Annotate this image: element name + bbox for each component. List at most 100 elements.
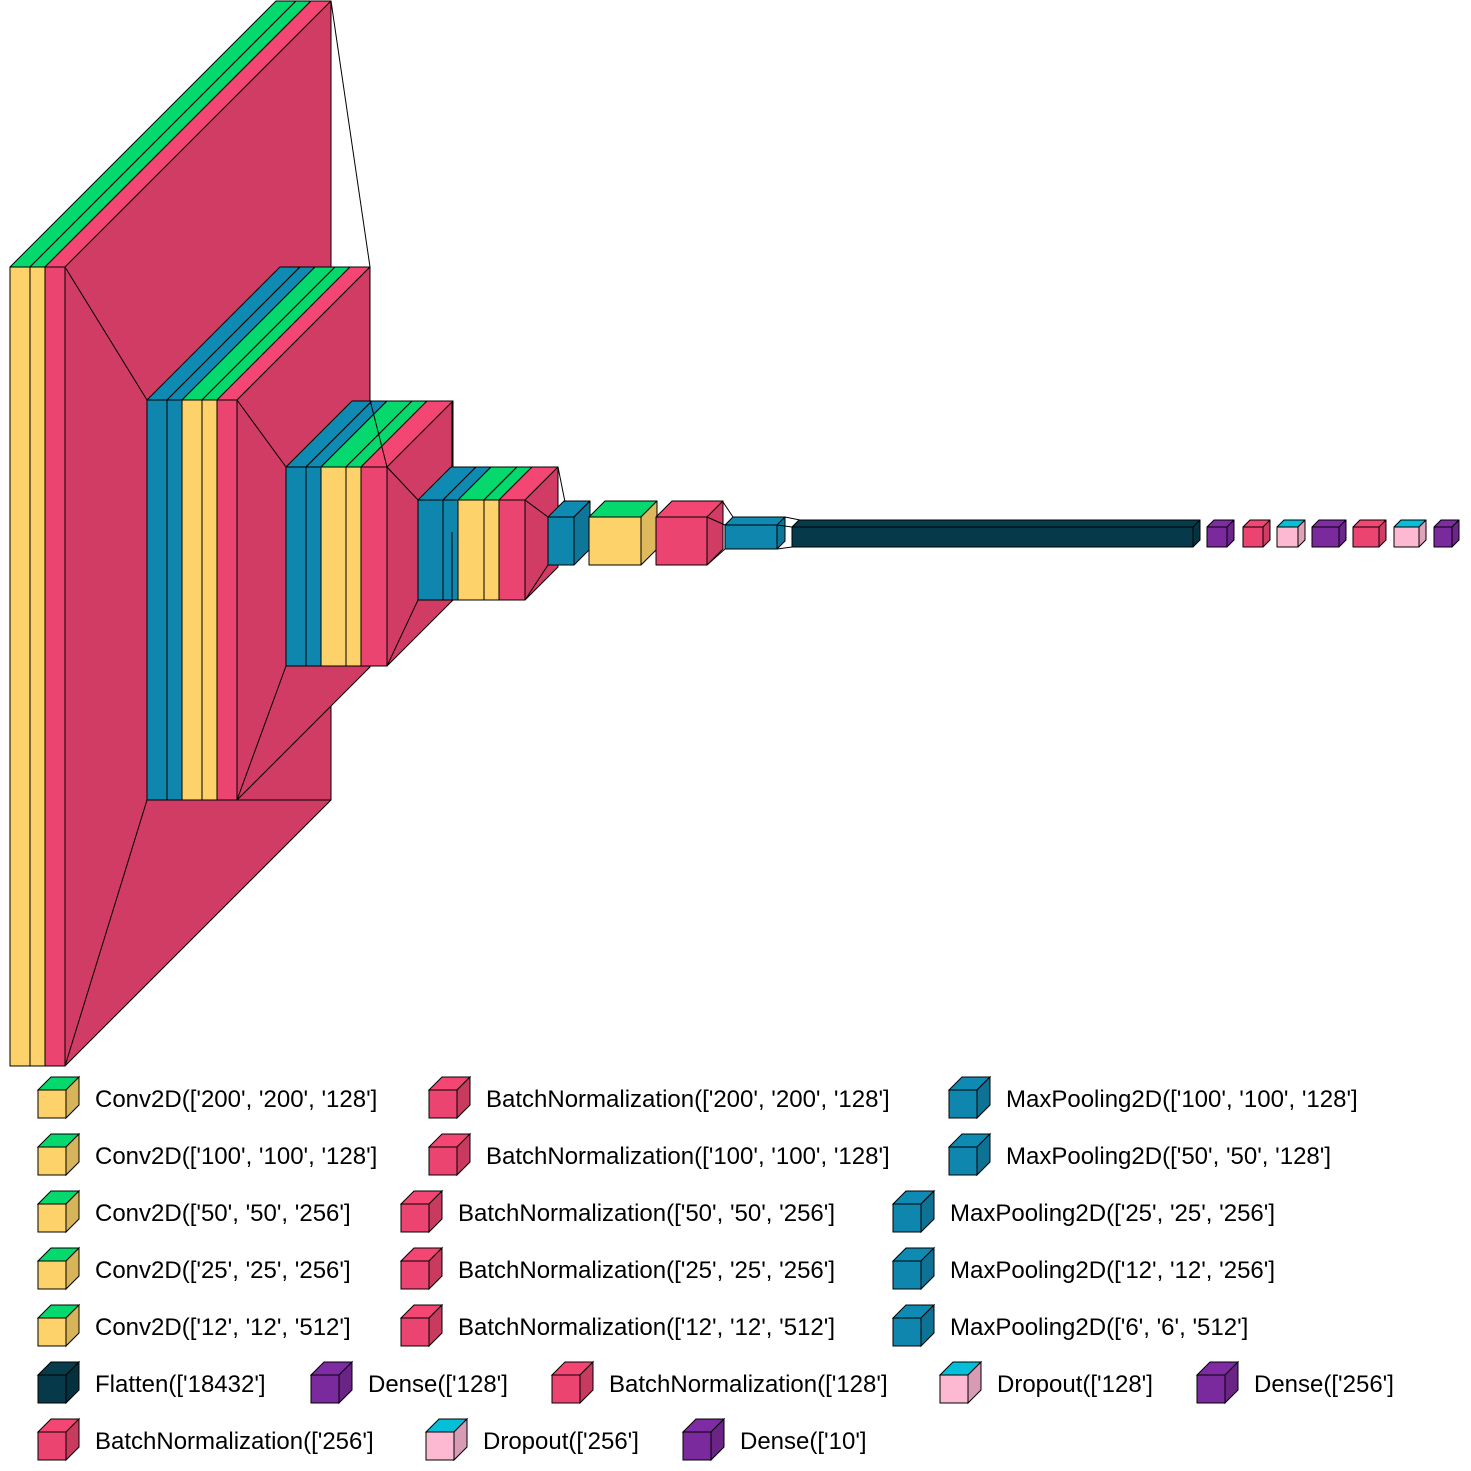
batchnorm-swatch-icon — [399, 1189, 444, 1234]
legend-label: Dense(['128'] — [368, 1371, 508, 1398]
conv-swatch-icon — [36, 1246, 81, 1291]
legend-item: BatchNormalization(['12', '12', '512'] — [399, 1303, 835, 1348]
legend-item: Conv2D(['200', '200', '128'] — [36, 1075, 377, 1120]
dropout-swatch-icon — [938, 1360, 983, 1405]
legend-label: BatchNormalization(['12', '12', '512'] — [458, 1314, 835, 1341]
legend-label: Dense(['10'] — [740, 1428, 867, 1455]
legend-label: Conv2D(['100', '100', '128'] — [95, 1143, 377, 1170]
legend-item: BatchNormalization(['50', '50', '256'] — [399, 1189, 835, 1234]
dropout-swatch-icon — [424, 1417, 469, 1462]
dense-swatch-icon — [681, 1417, 726, 1462]
legend-item: Dense(['128'] — [309, 1360, 508, 1405]
connector-line — [64, 266, 148, 401]
legend-item: Flatten(['18432'] — [36, 1360, 266, 1405]
connector-line — [330, 0, 371, 268]
flatten-swatch-icon — [36, 1360, 81, 1405]
legend-label: Conv2D(['50', '50', '256'] — [95, 1200, 351, 1227]
layer-stack — [9, 0, 1460, 1067]
maxpool-swatch-icon — [891, 1189, 936, 1234]
legend-label: Dropout(['128'] — [997, 1371, 1153, 1398]
legend-label: MaxPooling2D(['100', '100', '128'] — [1006, 1086, 1358, 1113]
legend-item: Conv2D(['12', '12', '512'] — [36, 1303, 351, 1348]
legend-item: Dense(['10'] — [681, 1417, 867, 1462]
dense-10-box — [1433, 519, 1460, 548]
legend-item: MaxPooling2D(['50', '50', '128'] — [947, 1132, 1331, 1177]
batchnorm-256-box — [1352, 519, 1387, 548]
conv-swatch-icon — [36, 1303, 81, 1348]
conv-swatch-icon — [36, 1075, 81, 1120]
legend-label: MaxPooling2D(['6', '6', '512'] — [950, 1314, 1248, 1341]
legend-label: BatchNormalization(['25', '25', '256'] — [458, 1257, 835, 1284]
layer-connectors — [64, 0, 801, 1067]
connector-line — [557, 466, 566, 503]
legend-item: BatchNormalization(['128'] — [550, 1360, 888, 1405]
legend-item: BatchNormalization(['25', '25', '256'] — [399, 1246, 835, 1291]
legend-label: MaxPooling2D(['25', '25', '256'] — [950, 1200, 1275, 1227]
legend-label: Flatten(['18432'] — [95, 1371, 266, 1398]
batchnorm-128-box — [1242, 519, 1271, 548]
conv2d-12-box — [588, 500, 658, 566]
connector-line — [524, 499, 549, 518]
legend-label: Dense(['256'] — [1254, 1371, 1394, 1398]
dense-swatch-icon — [1195, 1360, 1240, 1405]
connector-line — [784, 516, 801, 521]
maxpool-12-box — [547, 500, 591, 566]
conv-swatch-icon — [36, 1189, 81, 1234]
legend-item: Conv2D(['50', '50', '256'] — [36, 1189, 351, 1234]
legend-item: MaxPooling2D(['100', '100', '128'] — [947, 1075, 1358, 1120]
batchnorm-swatch-icon — [550, 1360, 595, 1405]
connector-line — [706, 548, 726, 566]
conv-swatch-icon — [36, 1132, 81, 1177]
batchnorm-swatch-icon — [399, 1303, 444, 1348]
batchnorm-100-box — [216, 266, 371, 801]
legend-label: Conv2D(['25', '25', '256'] — [95, 1257, 351, 1284]
connector-line — [369, 399, 388, 468]
legend-label: BatchNormalization(['128'] — [609, 1371, 888, 1398]
legend-item: MaxPooling2D(['25', '25', '256'] — [891, 1189, 1275, 1234]
dropout-256-box — [1393, 519, 1427, 548]
legend-item: Dropout(['128'] — [938, 1360, 1153, 1405]
maxpool-swatch-icon — [947, 1075, 992, 1120]
batchnorm-swatch-icon — [427, 1132, 472, 1177]
dense-256-box — [1311, 519, 1347, 548]
legend-label: BatchNormalization(['200', '200', '128'] — [486, 1086, 890, 1113]
connector-line — [776, 524, 793, 528]
batchnorm-swatch-icon — [399, 1246, 444, 1291]
legend-label: BatchNormalization(['256'] — [95, 1428, 374, 1455]
connector-line — [236, 399, 287, 468]
legend: Conv2D(['200', '200', '128'] BatchNormali… — [36, 1075, 1394, 1462]
connector-line — [386, 466, 419, 501]
connector-line — [722, 501, 734, 518]
legend-item: Conv2D(['100', '100', '128'] — [36, 1132, 377, 1177]
legend-label: Conv2D(['200', '200', '128'] — [95, 1086, 377, 1113]
batchnorm-swatch-icon — [427, 1075, 472, 1120]
connector-line — [386, 599, 419, 667]
maxpool-swatch-icon — [891, 1303, 936, 1348]
connector-line — [236, 665, 287, 801]
connector-line — [706, 516, 726, 526]
legend-label: BatchNormalization(['100', '100', '128'] — [486, 1143, 890, 1170]
legend-item: BatchNormalization(['256'] — [36, 1417, 374, 1462]
maxpool-swatch-icon — [891, 1246, 936, 1291]
connector-line — [776, 546, 793, 550]
dense-swatch-icon — [309, 1360, 354, 1405]
batchnorm-12-box — [655, 500, 724, 566]
legend-label: Conv2D(['12', '12', '512'] — [95, 1314, 351, 1341]
connector-line — [64, 799, 148, 1067]
maxpool-6-box — [724, 516, 786, 550]
dropout-128-box — [1276, 519, 1306, 548]
legend-label: BatchNormalization(['50', '50', '256'] — [458, 1200, 835, 1227]
batchnorm-25-box — [498, 466, 559, 601]
legend-item: Conv2D(['25', '25', '256'] — [36, 1246, 351, 1291]
connector-line — [524, 564, 549, 601]
legend-label: MaxPooling2D(['50', '50', '128'] — [1006, 1143, 1331, 1170]
legend-item: BatchNormalization(['200', '200', '128'] — [427, 1075, 890, 1120]
legend-item: Dropout(['256'] — [424, 1417, 639, 1462]
legend-item: BatchNormalization(['100', '100', '128'] — [427, 1132, 890, 1177]
legend-label: Dropout(['256'] — [483, 1428, 639, 1455]
legend-item: MaxPooling2D(['12', '12', '256'] — [891, 1246, 1275, 1291]
dense-128-box — [1206, 519, 1235, 548]
legend-item: MaxPooling2D(['6', '6', '512'] — [891, 1303, 1248, 1348]
legend-item: Dense(['256'] — [1195, 1360, 1394, 1405]
